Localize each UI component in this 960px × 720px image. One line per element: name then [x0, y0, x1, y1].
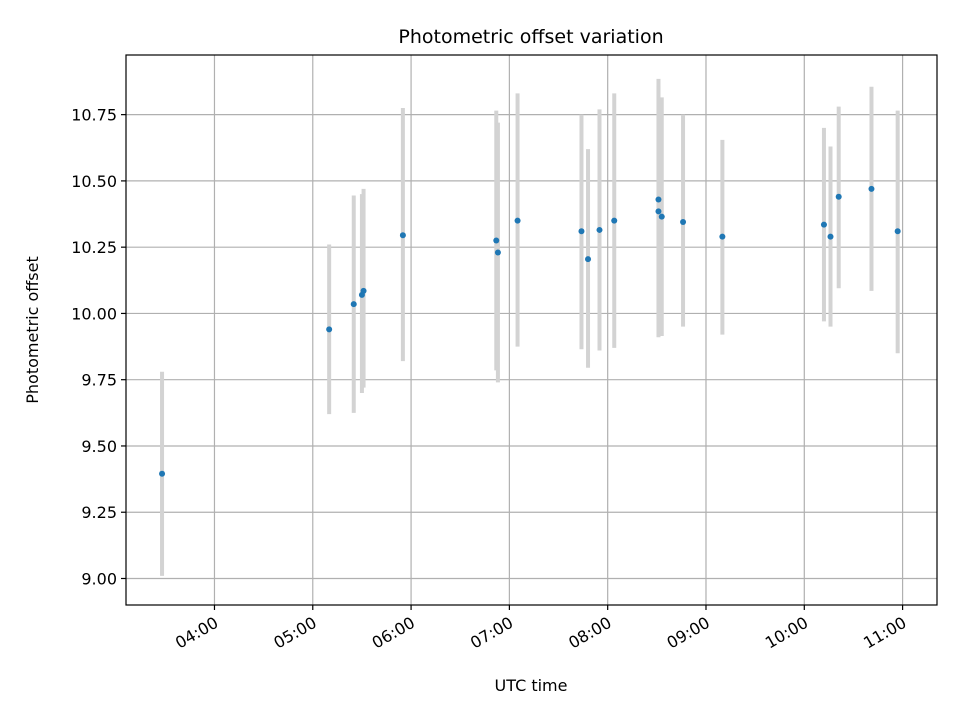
data-point: [655, 196, 662, 203]
data-point: [680, 218, 687, 225]
y-tick-label: 9.75: [81, 371, 117, 390]
chart-title: Photometric offset variation: [398, 26, 663, 48]
data-point: [835, 193, 842, 200]
data-point: [350, 301, 357, 308]
y-tick-label: 10.00: [71, 304, 117, 323]
data-point: [585, 256, 592, 263]
y-tick-label: 10.75: [71, 106, 117, 125]
data-point: [493, 237, 500, 244]
data-point: [360, 287, 367, 294]
grid: [126, 55, 937, 605]
y-tick-label: 10.50: [71, 172, 117, 191]
data-point: [578, 228, 585, 235]
data-point: [159, 470, 166, 477]
data-point: [658, 213, 665, 220]
y-axis-title: Photometric offset: [23, 256, 42, 404]
data-point: [655, 208, 662, 215]
data-point: [494, 249, 501, 256]
data-point: [894, 228, 901, 235]
x-axis-title: UTC time: [495, 676, 568, 695]
data-point: [399, 232, 406, 239]
data-point: [514, 217, 521, 224]
y-tick-label: 10.25: [71, 238, 117, 257]
data-point: [719, 233, 726, 240]
y-tick-label: 9.50: [81, 437, 117, 456]
data-point: [611, 217, 618, 224]
data-point: [820, 221, 827, 228]
data-points: [159, 185, 901, 477]
data-point: [868, 185, 875, 192]
data-point: [596, 226, 603, 233]
plot-area-frame: [125, 54, 938, 606]
y-tick-label: 9.25: [81, 503, 117, 522]
y-tick-label: 9.00: [81, 569, 117, 588]
data-point: [827, 233, 834, 240]
y-axis-ticks: 9.00 9.25 9.50 9.75 10.00 10.25 10.50 10.75: [71, 106, 126, 588]
data-point: [326, 326, 333, 333]
